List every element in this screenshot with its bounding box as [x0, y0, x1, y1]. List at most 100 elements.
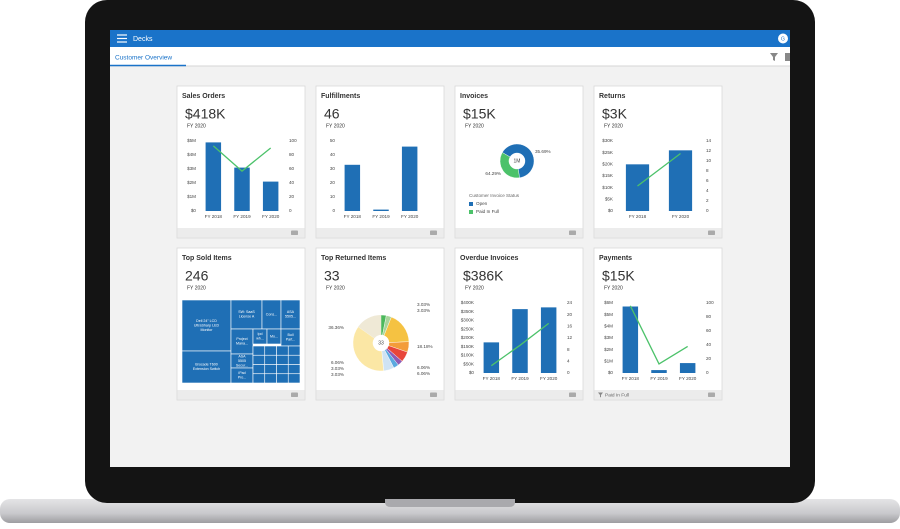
bar [679, 363, 696, 373]
card-footer [316, 390, 444, 400]
y-tick-label: 50 [330, 138, 336, 143]
card-title: Invoices [460, 93, 488, 100]
y-tick-label: $2M [604, 347, 613, 352]
treemap-cell [264, 364, 277, 375]
comment-icon[interactable] [569, 230, 576, 236]
filter-icon[interactable] [770, 53, 778, 61]
y-tick-label: 40 [330, 152, 336, 157]
bar [668, 150, 693, 211]
legend-title: Customer Invoice Status [469, 193, 520, 198]
y2-tick-label: 6 [706, 178, 709, 183]
card-footer [594, 390, 722, 400]
legend-swatch [469, 210, 473, 214]
y2-tick-label: 100 [706, 300, 714, 305]
x-tick-label: FY 2020 [401, 214, 419, 219]
y-tick-label: $10K [602, 185, 614, 190]
treemap-cell [264, 354, 277, 365]
card-value: $418K [185, 106, 226, 122]
bar [651, 370, 667, 373]
bar [344, 164, 361, 211]
filter-icon [598, 392, 603, 398]
treemap-label: Monitor [201, 328, 214, 332]
donut-center-label: 33 [378, 340, 384, 346]
x-tick-label: FY 2020 [679, 376, 697, 381]
x-tick-label: FY 2018 [483, 376, 501, 381]
y-tick-label: $150K [461, 344, 475, 349]
comment-icon[interactable] [430, 392, 437, 398]
y-tick-label: $200K [461, 335, 475, 340]
treemap-cell [287, 373, 301, 384]
y2-tick-label: 10 [706, 158, 712, 163]
treemap-label: Pro... [238, 376, 247, 380]
card-period: FY 2020 [326, 123, 345, 129]
treemap-cell [252, 345, 266, 356]
card-footer [316, 228, 444, 238]
comment-icon[interactable] [569, 392, 576, 398]
comment-icon[interactable] [291, 392, 298, 398]
treemap-label: Cons... [266, 312, 277, 316]
y-tick-label: $400K [461, 300, 475, 305]
y2-tick-label: 20 [289, 194, 295, 199]
bar [483, 342, 500, 373]
x-tick-label: FY 2018 [344, 214, 362, 219]
y2-tick-label: 0 [706, 208, 709, 213]
y-tick-label: $1M [187, 194, 196, 199]
y-tick-label: $250K [461, 326, 475, 331]
y2-tick-label: 16 [567, 324, 573, 329]
treemap-label: Extension Switch [193, 367, 220, 371]
x-tick-label: FY 2019 [650, 376, 668, 381]
treemap-label: Secur... [236, 363, 248, 367]
treemap-cell [276, 345, 289, 356]
y-tick-label: $4M [187, 152, 196, 157]
y2-tick-label: 0 [706, 370, 709, 375]
bar [540, 307, 557, 373]
treemap-label: 5505 [238, 359, 246, 363]
treemap-cell [287, 364, 301, 375]
treemap-cell [252, 373, 266, 384]
y-tick-label: $0 [608, 208, 614, 213]
card-footer [455, 390, 583, 400]
treemap-label: Mo... [270, 334, 278, 338]
legend-label: Open [476, 201, 488, 206]
card-title: Overdue Invoices [460, 255, 518, 262]
x-tick-label: FY 2018 [622, 376, 640, 381]
y-tick-label: $350K [461, 309, 475, 314]
comment-icon[interactable] [291, 230, 298, 236]
treemap-label: License A [239, 315, 255, 319]
donut-remainder [502, 152, 511, 158]
card-footer-note: Paid In Full [605, 392, 629, 398]
treemap-label: Ipd [258, 332, 263, 336]
y-tick-label: $15K [602, 173, 614, 178]
y-tick-label: $0 [469, 370, 475, 375]
user-avatar[interactable] [778, 33, 788, 44]
y2-tick-label: 0 [567, 370, 570, 375]
menu-icon[interactable] [117, 34, 127, 43]
card-footer [177, 228, 305, 238]
tab-label[interactable]: Customer Overview [115, 55, 172, 62]
tab-bar [110, 47, 790, 66]
x-tick-label: FY 2019 [511, 376, 529, 381]
card-period: FY 2020 [187, 123, 206, 129]
comment-icon[interactable] [708, 392, 715, 398]
treemap-cell [276, 364, 289, 375]
more-icon[interactable] [785, 53, 790, 61]
x-tick-label: FY 2019 [233, 214, 251, 219]
bar [401, 146, 418, 211]
y-tick-label: $3M [187, 166, 196, 171]
y2-tick-label: 12 [567, 335, 573, 340]
y-tick-label: $0 [608, 370, 614, 375]
slice-label: 6.06% [417, 365, 430, 370]
slice-label: 3.03% [331, 372, 344, 377]
treemap-cell [264, 345, 277, 356]
bar [205, 142, 222, 211]
y2-tick-label: 80 [289, 152, 295, 157]
comment-icon[interactable] [708, 230, 715, 236]
y-tick-label: 10 [330, 194, 336, 199]
comment-icon[interactable] [430, 230, 437, 236]
y2-tick-label: 4 [567, 359, 570, 364]
app-title: Decks [133, 36, 153, 43]
slice-label: 6.06% [417, 371, 430, 376]
card-footer [177, 390, 305, 400]
x-tick-label: FY 2020 [540, 376, 558, 381]
bar [512, 309, 528, 373]
